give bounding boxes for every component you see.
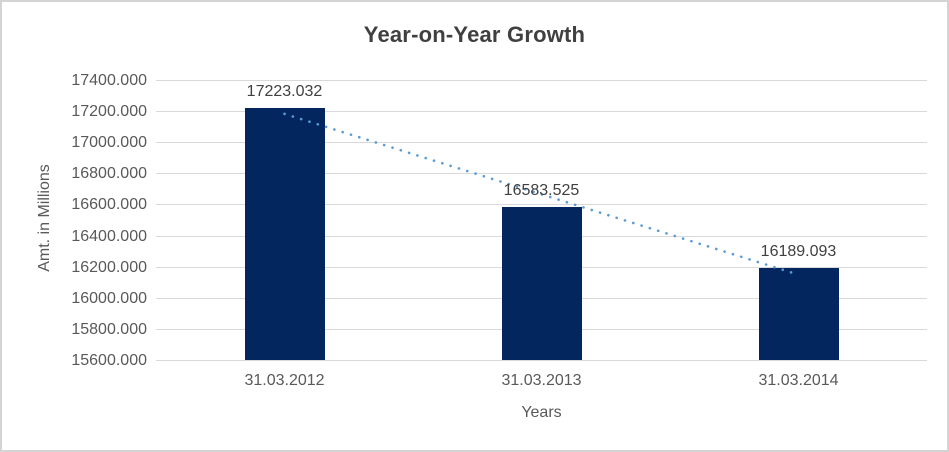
data-label: 16583.525 — [503, 182, 580, 199]
y-tick-label: 16400.000 — [71, 227, 147, 245]
y-tick-label: 17200.000 — [71, 103, 147, 121]
y-tick-label: 16800.000 — [71, 165, 147, 183]
bar-31.03.2014 — [758, 268, 839, 360]
gridline — [156, 80, 927, 81]
plot-area: 17223.032 16583.525 16189.093 — [156, 80, 927, 361]
x-axis-title: Years — [521, 404, 562, 421]
bar-31.03.2013 — [501, 207, 582, 360]
data-label: 16189.093 — [760, 243, 837, 261]
y-tick-label: 15600.000 — [71, 352, 147, 369]
y-tick-label: 17000.000 — [71, 134, 147, 152]
bar-31.03.2012 — [244, 107, 325, 360]
y-tick-label: 16200.000 — [71, 258, 147, 276]
x-category-label: 31.03.2013 — [501, 372, 582, 389]
y-tick-label: 16600.000 — [71, 196, 147, 214]
y-tick-label: 16000.000 — [71, 289, 147, 307]
y-tick-label: 17400.000 — [71, 72, 147, 89]
y-tick-label: 15800.000 — [71, 320, 147, 338]
gridline — [156, 111, 927, 113]
data-label: 17223.032 — [246, 82, 323, 100]
gridline — [156, 360, 927, 361]
x-category-label: 31.03.2014 — [758, 372, 839, 389]
x-category-label: 31.03.2012 — [244, 372, 325, 389]
chart-title: Year-on-Year Growth — [363, 22, 586, 47]
